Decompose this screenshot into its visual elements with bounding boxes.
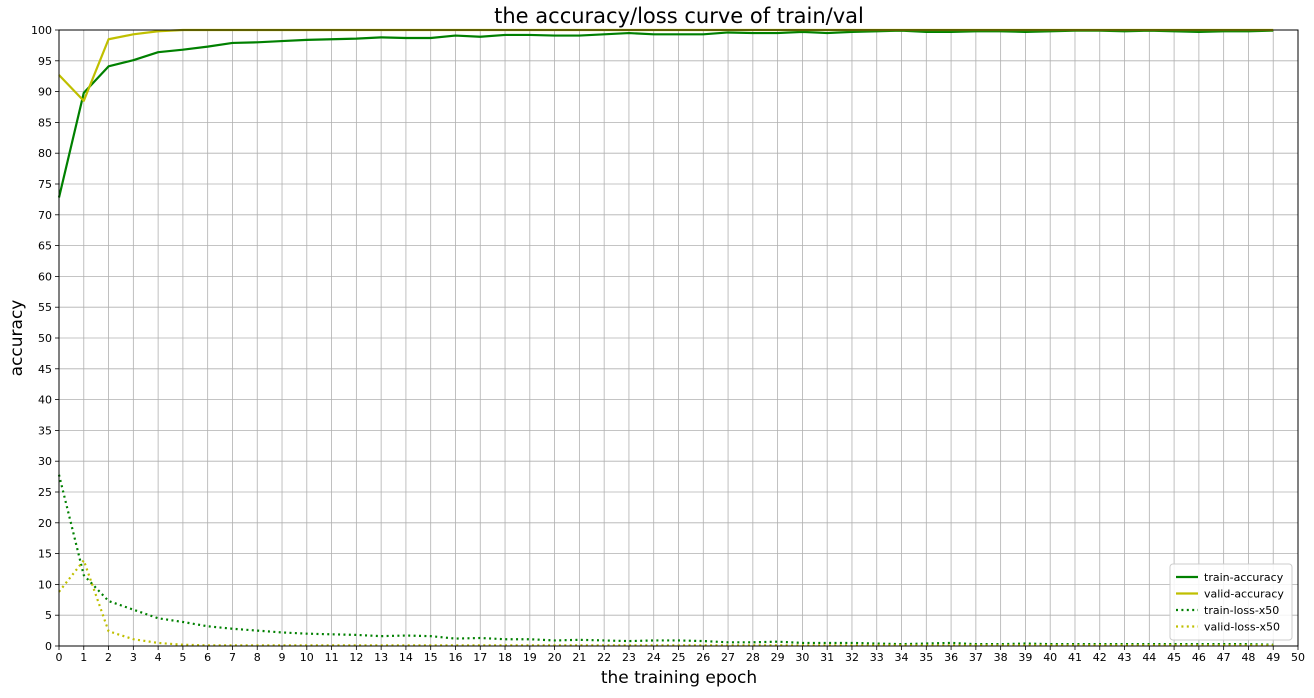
x-tick-label: 13 — [374, 651, 388, 664]
x-tick-label: 30 — [795, 651, 809, 664]
y-tick-label: 5 — [45, 609, 52, 622]
x-tick-label: 44 — [1142, 651, 1156, 664]
x-tick-label: 11 — [325, 651, 339, 664]
x-tick-label: 23 — [622, 651, 636, 664]
x-tick-label: 47 — [1217, 651, 1231, 664]
legend-box — [1169, 563, 1293, 641]
x-tick-label: 38 — [994, 651, 1008, 664]
x-tick-label: 39 — [1018, 651, 1032, 664]
x-tick-label: 8 — [254, 651, 261, 664]
y-tick-label: 30 — [38, 455, 52, 468]
x-tick-label: 42 — [1093, 651, 1107, 664]
x-tick-label: 16 — [448, 651, 462, 664]
x-tick-label: 3 — [130, 651, 137, 664]
y-tick-label: 35 — [38, 424, 52, 437]
y-tick-label: 95 — [38, 55, 52, 68]
y-tick-label: 40 — [38, 394, 52, 407]
x-tick-label: 32 — [845, 651, 859, 664]
x-tick-label: 33 — [870, 651, 884, 664]
x-tick-label: 12 — [349, 651, 363, 664]
y-tick-label: 50 — [38, 332, 52, 345]
y-tick-label: 85 — [38, 116, 52, 129]
grid — [58, 29, 1299, 647]
x-tick-label: 48 — [1241, 651, 1255, 664]
x-tick-label: 45 — [1167, 651, 1181, 664]
x-tick-label: 27 — [721, 651, 735, 664]
x-tick-label: 24 — [647, 651, 661, 664]
legend: train-accuracy valid-accuracy train-loss-x… — [1169, 563, 1293, 641]
x-tick-label: 1 — [80, 651, 87, 664]
y-tick-label: 90 — [38, 86, 52, 99]
x-tick-label: 25 — [672, 651, 686, 664]
y-tick-label: 60 — [38, 270, 52, 283]
x-tick-label: 6 — [204, 651, 211, 664]
x-tick-label: 21 — [572, 651, 586, 664]
legend-label: valid-loss-x50 — [1204, 621, 1280, 634]
x-tick-label: 50 — [1291, 651, 1305, 664]
legend-label: valid-accuracy — [1204, 588, 1284, 601]
y-tick-label: 75 — [38, 178, 52, 191]
y-tick-label: 10 — [38, 578, 52, 591]
x-tick-label: 15 — [424, 651, 438, 664]
x-tick-label: 41 — [1068, 651, 1082, 664]
y-tick-label: 80 — [38, 147, 52, 160]
x-tick-label: 28 — [746, 651, 760, 664]
x-axis-label: the training epoch — [601, 668, 757, 688]
x-tick-label: 7 — [229, 651, 236, 664]
y-tick-label: 20 — [38, 517, 52, 530]
x-tick-label: 0 — [56, 651, 63, 664]
x-tick-label: 29 — [771, 651, 785, 664]
y-tick-label: 65 — [38, 240, 52, 253]
x-tick-label: 35 — [919, 651, 933, 664]
x-tick-label: 2 — [105, 651, 112, 664]
tick-layer: 0 1 2 3 4 5 6 7 8 9 10 11 12 13 14 15 16 17 18 19 20 21 22 23 24… — [31, 24, 1305, 664]
x-tick-label: 18 — [498, 651, 512, 664]
x-tick-label: 43 — [1118, 651, 1132, 664]
x-tick-label: 19 — [523, 651, 537, 664]
y-tick-label: 55 — [38, 301, 52, 314]
y-tick-label: 70 — [38, 209, 52, 222]
legend-label: train-accuracy — [1204, 571, 1284, 584]
x-tick-label: 34 — [895, 651, 909, 664]
x-tick-label: 22 — [597, 651, 611, 664]
y-tick-label: 45 — [38, 363, 52, 376]
x-tick-label: 37 — [969, 651, 983, 664]
legend-label: train-loss-x50 — [1204, 604, 1279, 617]
x-tick-label: 40 — [1043, 651, 1057, 664]
x-tick-label: 49 — [1266, 651, 1280, 664]
x-tick-label: 36 — [944, 651, 958, 664]
x-tick-label: 14 — [399, 651, 413, 664]
x-tick-label: 10 — [300, 651, 314, 664]
x-tick-label: 20 — [548, 651, 562, 664]
x-tick-label: 31 — [820, 651, 834, 664]
y-axis-label: accuracy — [7, 300, 27, 377]
chart-title: the accuracy/loss curve of train/val — [494, 4, 864, 28]
x-tick-label: 46 — [1192, 651, 1206, 664]
x-tick-label: 17 — [473, 651, 487, 664]
y-tick-label: 25 — [38, 486, 52, 499]
x-tick-label: 4 — [155, 651, 162, 664]
y-tick-label: 100 — [31, 24, 52, 37]
x-tick-label: 5 — [179, 651, 186, 664]
x-tick-label: 9 — [279, 651, 286, 664]
y-tick-label: 15 — [38, 548, 52, 561]
x-tick-label: 26 — [696, 651, 710, 664]
y-tick-label: 0 — [45, 640, 52, 653]
